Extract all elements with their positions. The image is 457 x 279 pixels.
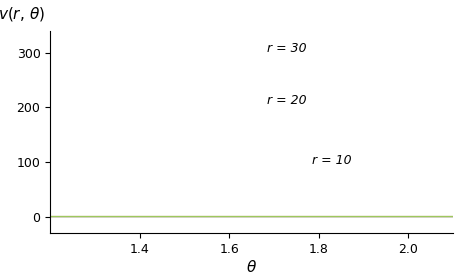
Text: r = 20: r = 20	[267, 93, 307, 107]
Text: r = 30: r = 30	[267, 42, 307, 55]
Text: r = 10: r = 10	[312, 154, 351, 167]
Text: $v(r,\, \theta)$: $v(r,\, \theta)$	[0, 5, 45, 23]
X-axis label: $\theta$: $\theta$	[246, 259, 257, 275]
